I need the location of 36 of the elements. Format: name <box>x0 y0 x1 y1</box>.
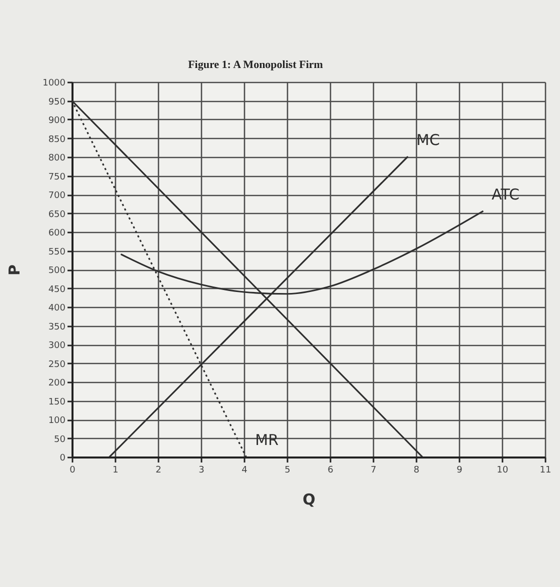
y-tick-label: 800 <box>48 154 66 164</box>
y-tick-label: 200 <box>48 378 66 388</box>
y-tick-label: 350 <box>48 322 66 332</box>
y-tick-label: 500 <box>48 266 66 276</box>
chart-title: Figure 1: A Monopolist Firm <box>188 59 323 71</box>
y-tick-label: 300 <box>48 341 66 351</box>
y-tick-label: 850 <box>48 134 66 145</box>
y-tick-label: 50 <box>54 434 66 445</box>
x-tick-label: 10 <box>496 466 508 476</box>
y-axis-title: P <box>6 264 24 276</box>
y-tick-label: 550 <box>48 247 66 258</box>
y-tick-label: 100 <box>48 416 66 426</box>
y-tick-label: 750 <box>48 172 66 182</box>
x-tick-label: 8 <box>414 466 420 476</box>
x-tick-label: 3 <box>198 466 204 476</box>
y-tick-label: 900 <box>48 116 66 126</box>
y-tick-label: 400 <box>48 304 66 314</box>
y-tick-label: 700 <box>48 191 66 201</box>
y-tick-label: 650 <box>48 210 66 220</box>
y-tick-label: 1000 <box>42 78 66 88</box>
x-tick-label: 0 <box>70 466 76 476</box>
y-tick-label: 250 <box>48 360 66 370</box>
x-tick-label: 9 <box>456 466 463 476</box>
x-axis-title: Q <box>302 490 316 508</box>
y-tick-label: 0 <box>60 454 66 464</box>
y-tick-label: 600 <box>48 228 66 238</box>
x-tick-label: 4 <box>242 466 248 476</box>
y-tick-label: 950 <box>48 97 66 108</box>
x-tick-label: 11 <box>540 466 552 476</box>
y-tick-label: 150 <box>48 397 66 408</box>
x-tick-label: 1 <box>112 466 118 476</box>
y-tick-label: 450 <box>48 284 66 295</box>
x-tick-label: 5 <box>284 466 290 476</box>
x-tick-label: 7 <box>370 466 376 476</box>
x-tick-label: 6 <box>328 466 334 476</box>
x-tick-label: 2 <box>156 466 162 476</box>
